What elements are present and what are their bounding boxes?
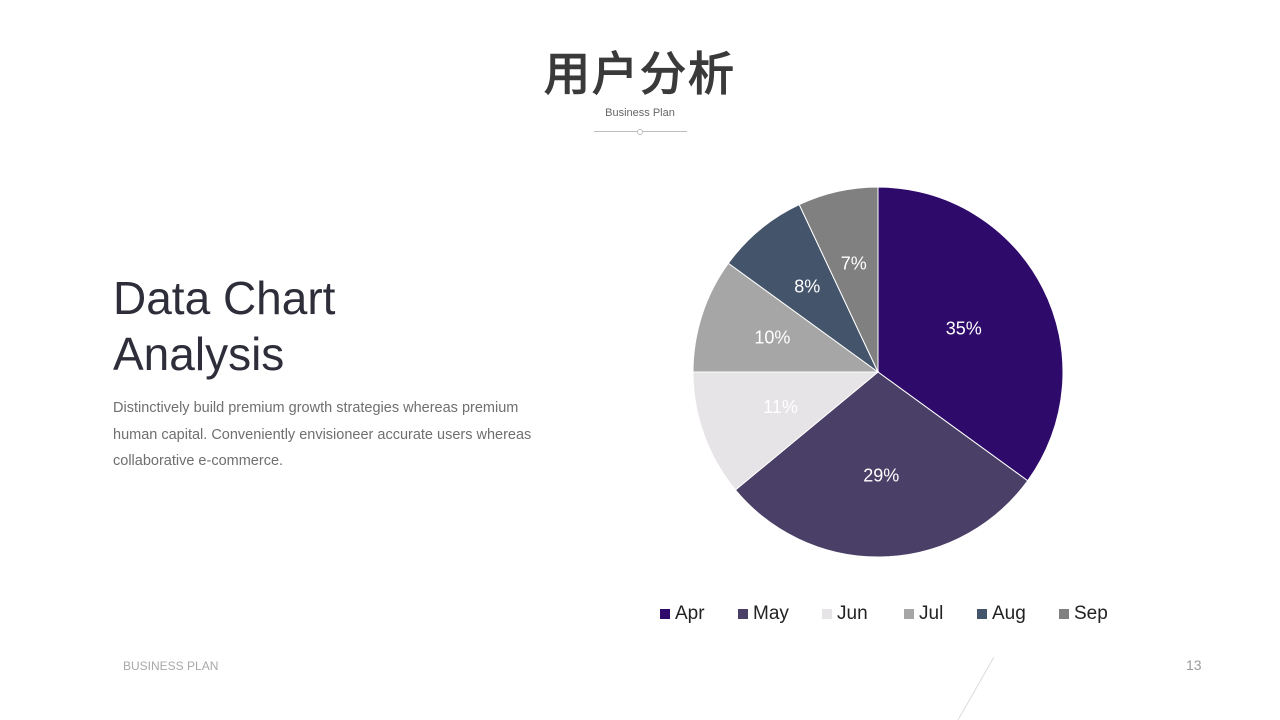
pie-data-label-jun: 11%: [763, 397, 798, 417]
legend-item-jul: Jul: [904, 602, 977, 626]
pie-data-label-apr: 35%: [946, 318, 982, 338]
legend-swatch: [822, 609, 832, 619]
legend-label: Jun: [837, 603, 868, 624]
section-heading-line-2: Analysis: [113, 328, 285, 380]
legend-swatch: [904, 609, 914, 619]
section-description: Distinctively build premium growth strat…: [113, 400, 532, 469]
legend-label: Apr: [675, 603, 705, 624]
legend-swatch: [1059, 609, 1069, 619]
legend-item-sep: Sep: [1059, 602, 1119, 626]
legend-item-aug: Aug: [977, 602, 1059, 626]
pie-data-label-may: 29%: [863, 466, 899, 486]
legend-item-may: May: [738, 602, 822, 626]
title-block: 用户分析 Business Plan: [0, 44, 1280, 120]
page-title: 用户分析: [544, 47, 736, 101]
legend-label: Aug: [992, 603, 1026, 624]
legend-swatch: [977, 609, 987, 619]
pie-slice-apr: [877, 186, 1064, 482]
page-subtitle: Business Plan: [605, 107, 675, 119]
pie-slice-jun: [692, 371, 880, 491]
legend-swatch: [660, 609, 670, 619]
section-heading: Data Chart Analysis: [113, 270, 533, 382]
page-number: 13: [1186, 657, 1202, 673]
pie-slice-aug: [727, 203, 879, 373]
pie-slice-sep: [798, 186, 879, 373]
legend-label: Jul: [919, 603, 944, 624]
title-divider-dot: [637, 129, 643, 135]
legend-item-jun: Jun: [822, 602, 904, 626]
pie-slice-jul: [692, 262, 880, 373]
pie-data-label-sep: 7%: [841, 254, 867, 274]
legend-swatch: [738, 609, 748, 619]
pie-data-label-aug: 8%: [794, 276, 820, 296]
chart-legend: Apr May Jun Jul Aug Sep: [660, 602, 1119, 626]
legend-item-apr: Apr: [660, 602, 738, 626]
section-heading-line-1: Data Chart: [113, 272, 336, 324]
footer-label: BUSINESS PLAN: [123, 659, 219, 673]
pie-slice-may: [734, 371, 1029, 558]
legend-label: Sep: [1074, 603, 1108, 624]
legend-label: May: [753, 603, 789, 624]
pie-data-label-jul: 10%: [754, 328, 790, 348]
